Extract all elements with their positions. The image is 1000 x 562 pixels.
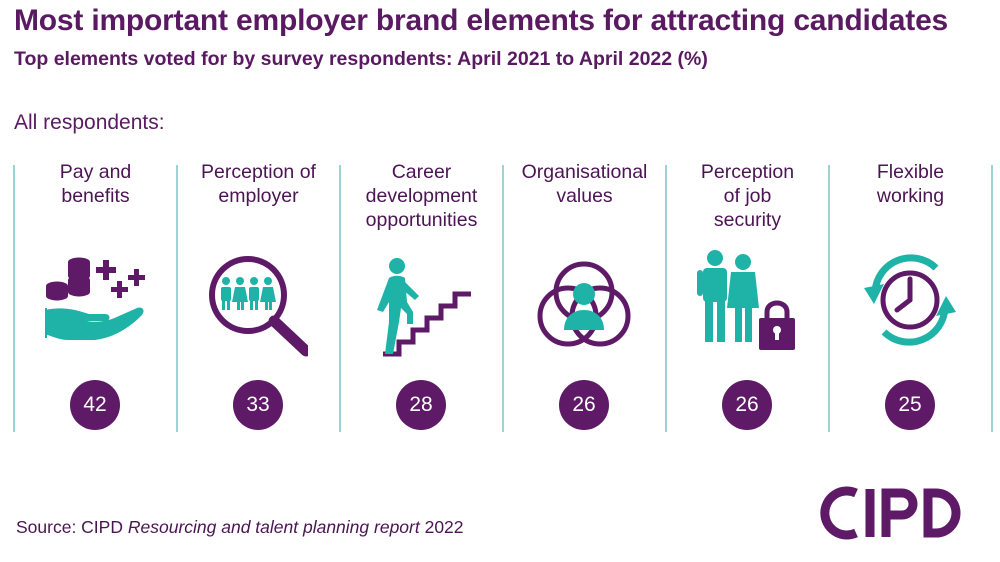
magnifier-people-icon: [209, 256, 308, 357]
climbing-stairs-icon: [377, 258, 471, 357]
group-label: All respondents:: [14, 111, 165, 134]
value-badge: 33: [233, 380, 283, 430]
column-divider: [13, 165, 15, 432]
element-column-flexible-working: Flexible working 25: [829, 160, 992, 440]
element-column-job-security: Perception of job security 26: [666, 160, 829, 440]
source-prefix: Source: CIPD: [16, 517, 128, 537]
element-column-organisational-values: Organisational values 26: [503, 160, 666, 440]
element-label: Pay and benefits: [59, 161, 132, 207]
element-label: Organisational values: [521, 161, 648, 207]
element-label: Perception of employer: [201, 161, 316, 207]
element-column-pay-and-benefits: Pay and benefits 42: [14, 160, 177, 440]
column-divider: [828, 165, 830, 432]
column-divider: [502, 165, 504, 432]
source-report-title: Resourcing and talent planning report: [127, 517, 420, 537]
value-badge: 28: [396, 380, 446, 430]
element-label: Perception of job security: [700, 161, 795, 231]
cipd-logo: [820, 486, 961, 540]
value-badge: 26: [722, 380, 772, 430]
clock-arrows-icon: [864, 254, 956, 346]
column-divider: [339, 165, 341, 432]
value-badge: 42: [70, 380, 120, 430]
chart-title: Most important employer brand elements f…: [14, 4, 949, 37]
source-note: Source: CIPD Resourcing and talent plann…: [16, 517, 464, 538]
column-divider: [176, 165, 178, 432]
value-badge: 26: [559, 380, 609, 430]
element-column-perception-of-employer: Perception of employer 33: [177, 160, 340, 440]
value-badge: 25: [885, 380, 935, 430]
people-padlock-icon: [697, 250, 795, 350]
coins-hand-icon: [45, 257, 145, 340]
element-label: Career development opportunities: [365, 161, 478, 231]
source-suffix: 2022: [419, 517, 464, 537]
column-divider: [665, 165, 667, 432]
element-label: Flexible working: [876, 161, 945, 207]
column-divider: [991, 165, 993, 432]
element-column-career-development: Career development opportunities 28: [340, 160, 503, 440]
chart-subtitle: Top elements voted for by survey respond…: [14, 48, 708, 70]
venn-person-icon: [537, 261, 631, 347]
